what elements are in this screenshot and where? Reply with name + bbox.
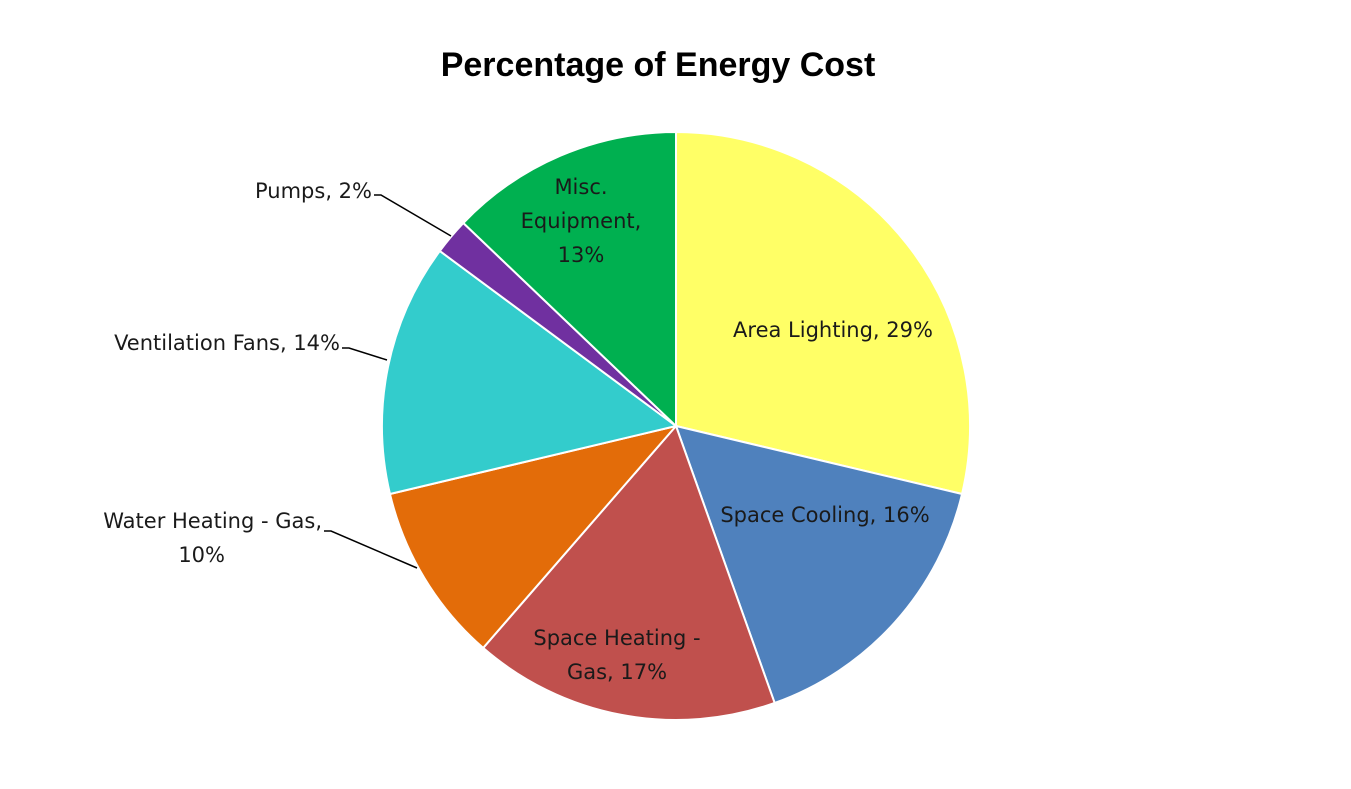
slice-label-line: Pumps, 2% — [255, 179, 372, 203]
slice-label-line: Ventilation Fans, 14% — [114, 331, 340, 355]
leader-line-ventilation-fans — [342, 347, 388, 361]
slice-label-line: Space Heating - — [533, 626, 700, 650]
leader-line-water-heating-gas — [324, 530, 418, 569]
slice-label-line: Misc. — [554, 175, 607, 199]
slice-label-space-heating-gas: Space Heating - Gas, 17% — [533, 626, 700, 684]
slice-label-misc-equipment: Misc. Equipment, 13% — [521, 175, 642, 267]
leader-lines — [324, 194, 452, 569]
leader-line-pumps — [374, 194, 452, 237]
slice-label-area-lighting: Area Lighting, 29% — [733, 318, 933, 342]
slice-label-pumps: Pumps, 2% — [255, 179, 372, 203]
slice-label-line: Gas, 17% — [567, 660, 667, 684]
pie-slices — [381, 131, 972, 721]
slice-label-line: Space Cooling, 16% — [720, 503, 929, 527]
chart-title: Percentage of Energy Cost — [441, 46, 876, 84]
slice-label-line: 10% — [178, 543, 225, 567]
pie-slice-space-heating-gas — [482, 425, 776, 721]
pie-slice-area-lighting — [675, 131, 972, 495]
slice-label-water-heating-gas: Water Heating - Gas, 10% — [103, 509, 322, 567]
slice-label-space-cooling: Space Cooling, 16% — [720, 503, 929, 527]
slice-label-line: Area Lighting, 29% — [733, 318, 933, 342]
slice-label-line: Equipment, — [521, 209, 642, 233]
slice-label-line: Water Heating - Gas, — [103, 509, 322, 533]
slice-labels: Area Lighting, 29% Space Cooling, 16% Spac… — [103, 175, 933, 684]
slice-label-ventilation-fans: Ventilation Fans, 14% — [114, 331, 340, 355]
pie-slice-space-cooling — [675, 425, 964, 704]
pie-slice-water-heating-gas — [388, 425, 677, 649]
slice-label-line: 13% — [558, 243, 605, 267]
pie-slice-ventilation-fans — [381, 249, 677, 495]
pie-slice-misc-equipment — [462, 131, 677, 427]
